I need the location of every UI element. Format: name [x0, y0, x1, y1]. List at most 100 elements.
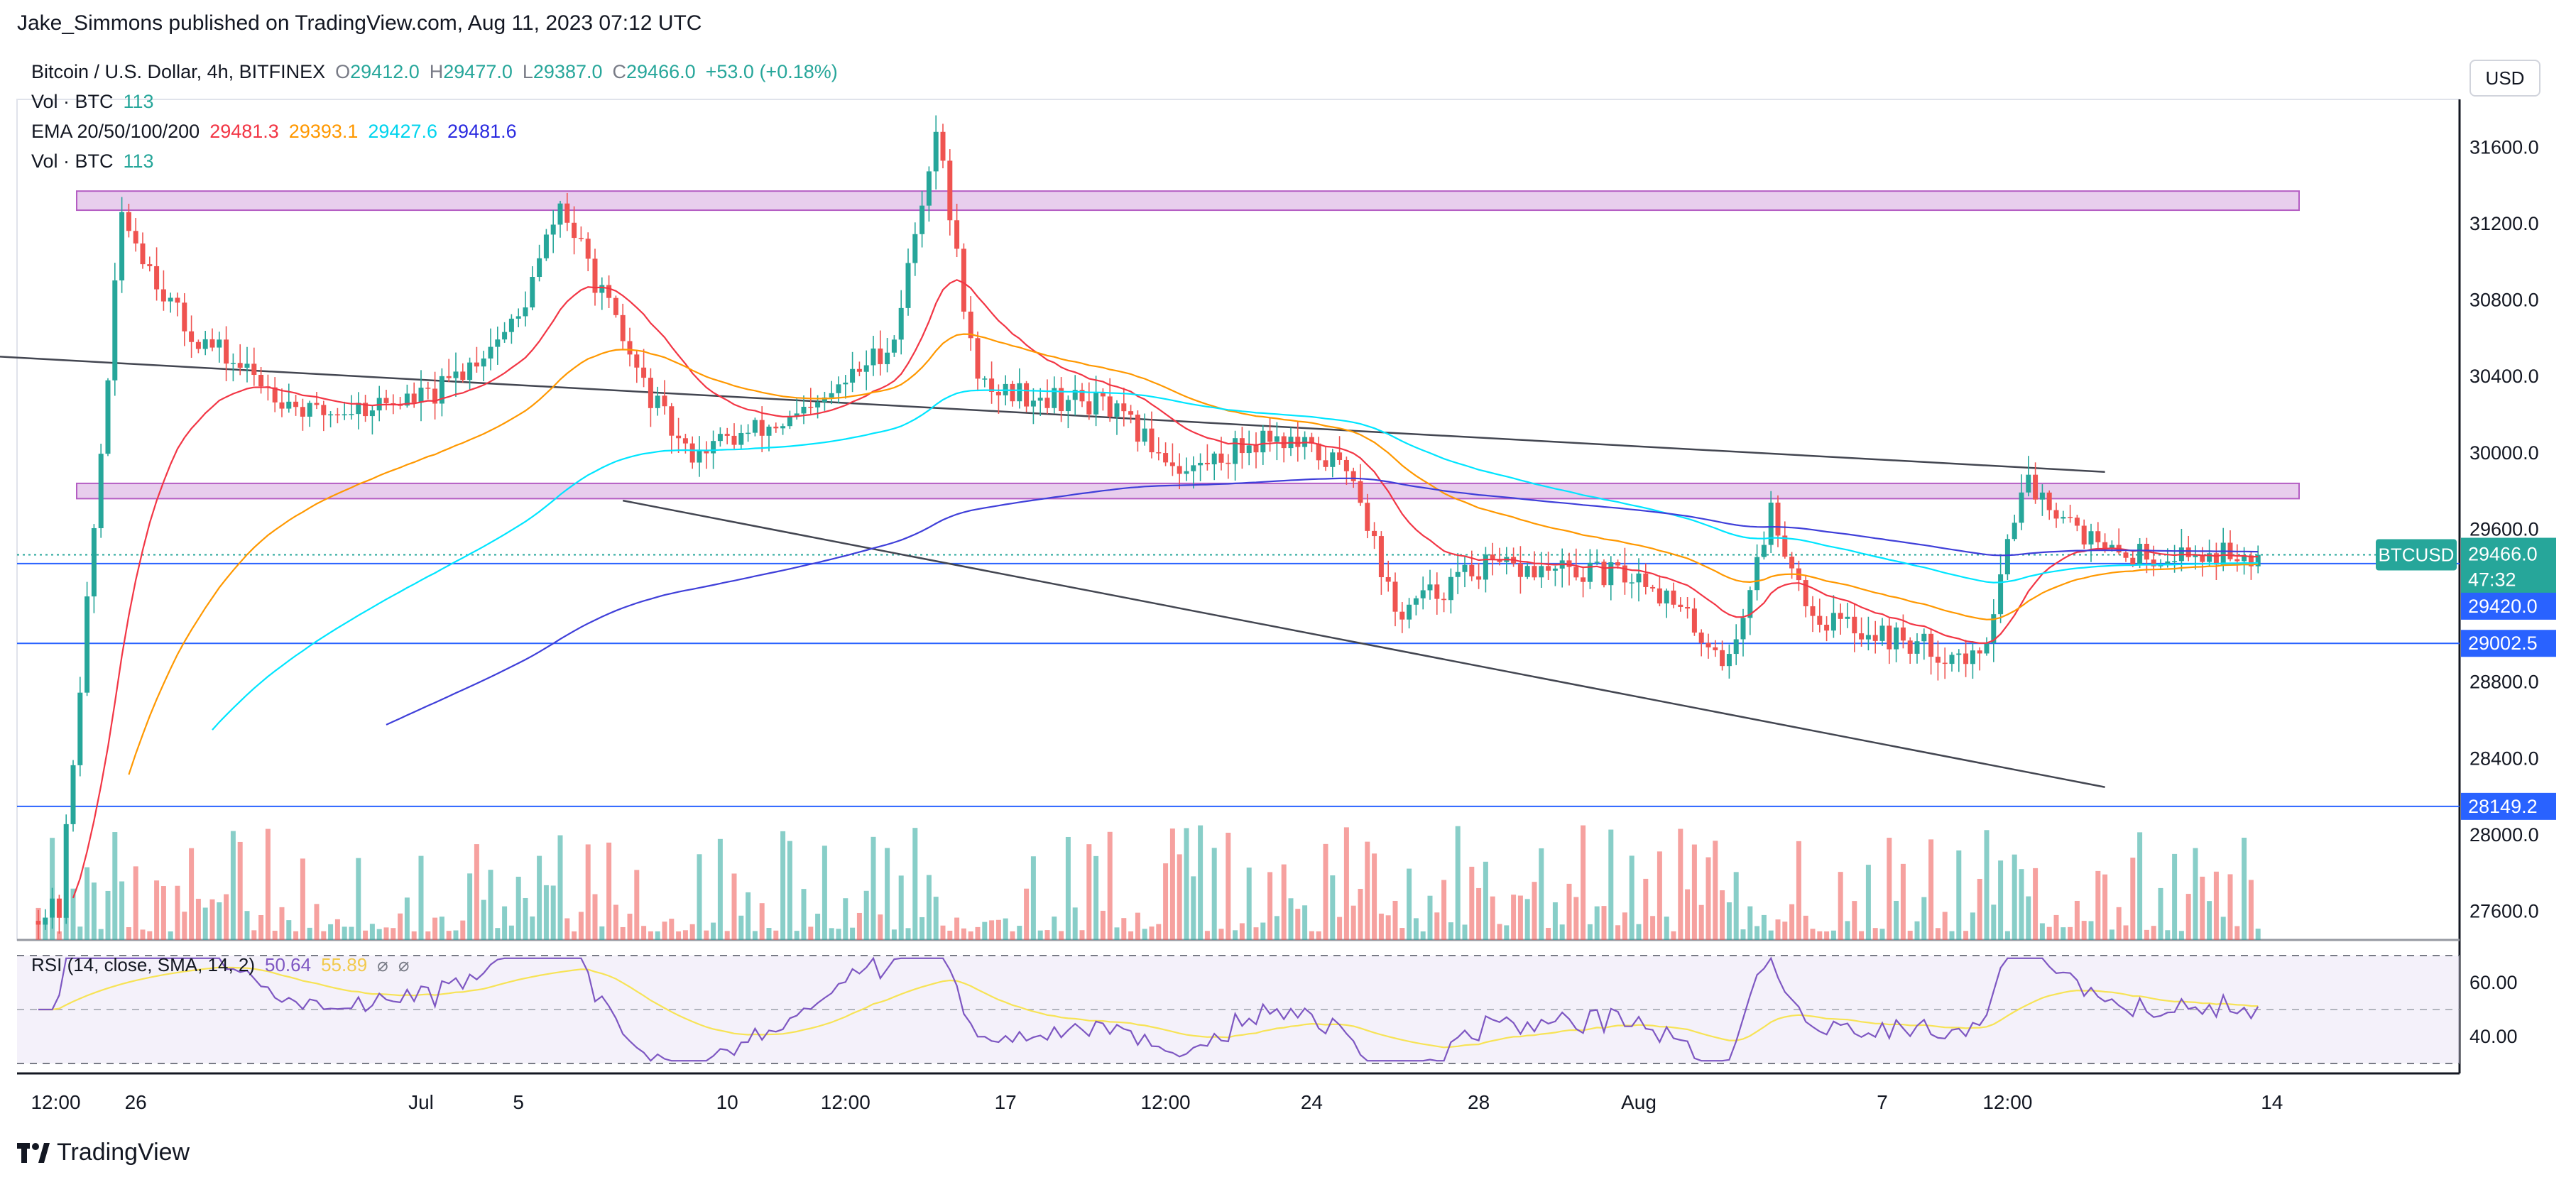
legend-ema[interactable]: EMA 20/50/100/200 29481.3 29393.1 29427.6 29…: [31, 121, 527, 143]
candle-body: [1469, 564, 1475, 576]
candle-body: [1594, 562, 1600, 563]
volume-bar: [133, 866, 138, 940]
volume-bar: [1914, 921, 1920, 940]
volume-bar: [1169, 828, 1175, 940]
legend-vol-2[interactable]: Vol · BTC 113: [31, 151, 164, 173]
time-axis[interactable]: 12:00 26 Jul 5 10 12:00 17 12:00 24 28 Aug 7 12:00 14: [31, 1091, 2283, 1113]
volume-bar: [147, 931, 153, 940]
candle-body: [2004, 539, 2010, 574]
candle-body: [599, 285, 605, 293]
currency-button[interactable]: USD: [2469, 60, 2540, 97]
volume-bar: [2109, 929, 2114, 940]
candle-body: [961, 248, 966, 312]
candle-body: [1894, 627, 1899, 650]
candle-body: [1664, 590, 1669, 603]
candle-body: [543, 234, 549, 258]
resistance-zone-2[interactable]: [76, 482, 2300, 500]
volume-bar: [2033, 868, 2039, 940]
candle-body: [891, 339, 897, 353]
legend-symbol: Bitcoin / U.S. Dollar, 4h, BITFINEX: [31, 61, 326, 82]
volume-bar: [1044, 930, 1050, 940]
candle-body: [1678, 604, 1683, 607]
volume-bar: [63, 916, 69, 940]
volume-bar: [1517, 895, 1523, 940]
candle-body: [1385, 577, 1391, 582]
volume-bar: [126, 927, 131, 940]
volume-bar: [578, 912, 584, 940]
volume-bar: [968, 931, 973, 940]
candle-body: [1963, 653, 1969, 664]
candle-body: [1879, 625, 1885, 641]
price-axis[interactable]: 31600.0 31200.0 30800.0 30400.0 30000.0 29600…: [2469, 136, 2539, 921]
candle-body: [1782, 535, 1788, 557]
candle-body: [133, 231, 138, 244]
candle-body: [209, 339, 215, 348]
candle-body: [56, 898, 62, 918]
volume-bar: [1309, 931, 1314, 940]
candle-body: [1900, 627, 1906, 641]
volume-bar: [1984, 830, 1990, 940]
volume-bar: [2137, 832, 2143, 940]
candle-body: [550, 224, 556, 235]
volume-bar: [1581, 825, 1586, 940]
candle-body: [2165, 561, 2171, 565]
volume-bar: [808, 926, 814, 940]
candle-body: [773, 426, 779, 429]
candle-body: [871, 348, 876, 366]
rsi-tick-label: 60.00: [2469, 972, 2518, 993]
volume-bar: [850, 927, 856, 940]
candle-body: [1817, 616, 1823, 625]
candle-body: [195, 341, 201, 349]
trendlines[interactable]: [0, 348, 2105, 788]
candle-body: [2019, 492, 2024, 523]
volume-bar: [1135, 912, 1140, 940]
volume-bar: [1532, 882, 1537, 940]
candle-body: [418, 388, 424, 403]
candle-body: [1323, 460, 1328, 467]
volume-bar: [620, 926, 626, 940]
last-price-tag: [2461, 537, 2556, 598]
volume-bar: [328, 924, 334, 940]
volume-bar: [627, 914, 633, 940]
resistance-zones[interactable]: [76, 190, 2300, 500]
hide-eye-icon[interactable]: ⌀: [377, 954, 388, 975]
candle-body: [1671, 590, 1676, 605]
legend-vol-1[interactable]: Vol · BTC 113: [31, 91, 164, 113]
volume-bar: [1093, 855, 1099, 940]
candle-body: [1358, 481, 1363, 503]
legend-rsi[interactable]: RSI (14, close, SMA, 14, 2) 50.64 55.89 ⌀ ⌀: [31, 954, 419, 976]
candle-body: [1365, 503, 1370, 531]
rsi-axis: 60.00 40.00: [2469, 972, 2518, 1047]
candle-body: [119, 212, 125, 280]
volume-bar: [940, 925, 946, 940]
volume-bar: [662, 921, 667, 940]
tradingview-brand[interactable]: TradingView: [17, 1139, 190, 1166]
ema20-line: [72, 279, 2259, 899]
volume-bar: [1775, 919, 1781, 940]
candle-body: [655, 395, 660, 408]
volume-bar: [1865, 865, 1871, 940]
candle-body: [878, 348, 883, 364]
volume-bar: [1350, 905, 1356, 940]
settings-icon[interactable]: ⌀: [398, 954, 410, 975]
candle-body: [1149, 428, 1155, 453]
candle-body: [1643, 573, 1649, 587]
candle-body: [286, 401, 292, 409]
volume-bar: [1149, 926, 1155, 940]
candle-body: [1705, 642, 1711, 647]
candle-body: [613, 297, 618, 315]
resistance-zone-1[interactable]: [76, 190, 2300, 212]
volume-bar: [258, 914, 264, 940]
volume-bar: [2144, 929, 2149, 940]
candle-body: [2207, 553, 2212, 562]
trendline-1[interactable]: [0, 348, 2105, 473]
candle-body: [530, 277, 535, 308]
trendline-2[interactable]: [622, 499, 2105, 788]
volume-bar: [356, 858, 361, 940]
candle-body: [1740, 618, 1746, 640]
volume-bar: [982, 921, 988, 940]
legend-main: Bitcoin / U.S. Dollar, 4h, BITFINEX O2941…: [31, 61, 848, 83]
horizontal-levels[interactable]: [17, 554, 2460, 807]
candle-body: [794, 413, 799, 417]
